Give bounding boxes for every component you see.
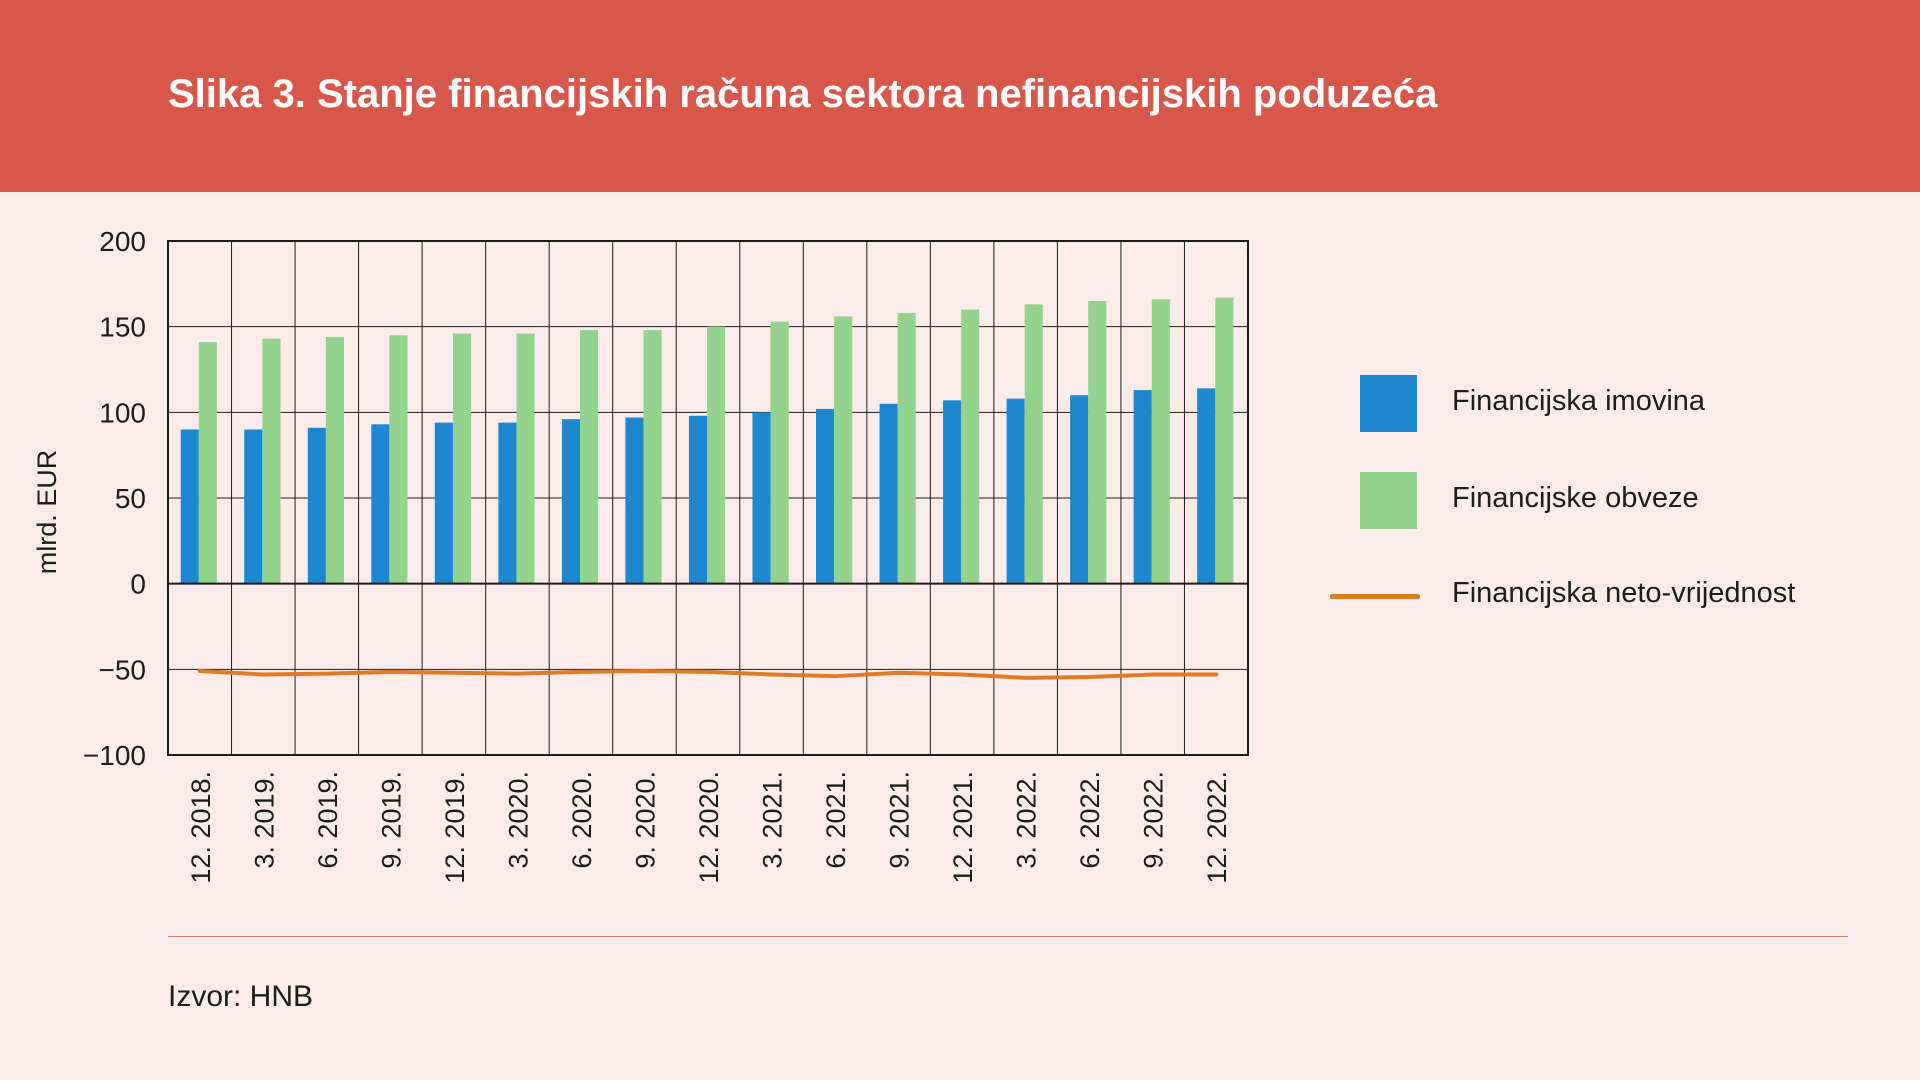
bar-liabilities bbox=[1151, 299, 1170, 584]
bar-assets bbox=[625, 417, 644, 584]
x-tick-label: 6. 2021. bbox=[821, 771, 851, 869]
x-tick-label: 12. 2019. bbox=[440, 771, 470, 884]
plot-border bbox=[167, 240, 1249, 756]
x-tick-label: 12. 2018. bbox=[186, 771, 216, 884]
y-axis-ticks: 200 150 100 50 0 −50 −100 bbox=[83, 226, 146, 771]
bar-liabilities bbox=[770, 321, 789, 584]
x-tick-label: 9. 2022. bbox=[1139, 771, 1169, 869]
line-net-worth bbox=[197, 669, 1219, 680]
chart-title: Slika 3. Stanje financijskih računa sekt… bbox=[168, 72, 1438, 116]
x-tick-label: 6. 2020. bbox=[567, 771, 597, 869]
y-axis-label: mlrd. EUR bbox=[32, 450, 62, 575]
bar-assets bbox=[244, 429, 263, 584]
bar-liabilities bbox=[1215, 297, 1234, 584]
bar-assets bbox=[307, 427, 326, 584]
bar-assets bbox=[943, 400, 962, 584]
x-tick-label: 12. 2020. bbox=[694, 771, 724, 884]
bar-liabilities bbox=[961, 309, 980, 584]
legend-label-net: Financijska neto-vrijednost bbox=[1452, 577, 1796, 609]
x-tick-label: 3. 2022. bbox=[1012, 771, 1042, 869]
title-banner: Slika 3. Stanje financijskih računa sekt… bbox=[0, 0, 1920, 192]
y-tick-label: 50 bbox=[115, 483, 146, 514]
bar-assets bbox=[1006, 398, 1025, 584]
bar-liabilities bbox=[262, 338, 281, 584]
bar-assets bbox=[1070, 395, 1089, 584]
bar-liabilities bbox=[452, 333, 472, 584]
bar-liabilities bbox=[707, 326, 726, 584]
bar-liabilities bbox=[897, 312, 916, 584]
y-tick-label: 200 bbox=[99, 226, 146, 257]
bar-assets bbox=[1133, 390, 1152, 584]
x-tick-label: 12. 2021. bbox=[948, 771, 978, 884]
plot-frame bbox=[167, 240, 1249, 756]
bar-liabilities bbox=[198, 342, 217, 584]
bar-liabilities bbox=[834, 316, 853, 584]
bar-liabilities bbox=[516, 333, 535, 584]
bar-assets bbox=[371, 424, 390, 584]
bar-liabilities bbox=[643, 330, 662, 584]
bar-assets bbox=[688, 415, 708, 584]
x-tick-label: 3. 2020. bbox=[503, 771, 533, 869]
x-tick-label: 3. 2021. bbox=[758, 771, 788, 869]
x-tick-label: 6. 2022. bbox=[1075, 771, 1105, 869]
legend-label-assets: Financijska imovina bbox=[1452, 385, 1706, 417]
y-tick-label: 150 bbox=[99, 312, 146, 343]
y-tick-label: 100 bbox=[99, 397, 146, 428]
x-tick-label: 6. 2019. bbox=[313, 771, 343, 869]
y-tick-label: −100 bbox=[83, 740, 146, 771]
net-line bbox=[197, 669, 1219, 680]
legend-swatch-liabilities bbox=[1360, 472, 1417, 529]
bar-assets bbox=[752, 412, 771, 584]
x-tick-label: 9. 2020. bbox=[630, 771, 660, 869]
bar-assets bbox=[1197, 388, 1216, 584]
x-tick-label: 12. 2022. bbox=[1202, 771, 1232, 884]
bar-assets bbox=[180, 429, 199, 584]
bar-assets bbox=[498, 422, 517, 584]
bar-liabilities bbox=[325, 336, 344, 584]
bar-liabilities bbox=[389, 335, 408, 584]
y-tick-label: 0 bbox=[130, 569, 146, 600]
y-tick-label: −50 bbox=[99, 654, 147, 685]
bar-liabilities bbox=[579, 330, 599, 584]
bar-assets bbox=[816, 408, 835, 584]
bar-liabilities bbox=[1024, 304, 1043, 584]
divider bbox=[168, 936, 1848, 937]
source-note: Izvor: HNB bbox=[168, 980, 314, 1013]
legend-swatch-assets bbox=[1360, 375, 1417, 432]
legend-line-net bbox=[1330, 594, 1420, 599]
x-tick-label: 9. 2021. bbox=[885, 771, 915, 869]
bars bbox=[180, 297, 1234, 584]
chart: 200 150 100 50 0 −50 −100 12. 2018. 3. 2019. 6. … bbox=[32, 226, 1249, 884]
bar-assets bbox=[561, 419, 580, 584]
x-tick-label: 9. 2019. bbox=[376, 771, 406, 869]
x-axis-ticks: 12. 2018. 3. 2019. 6. 2019. 9. 2019. 12. 201… bbox=[186, 771, 1232, 884]
x-tick-label: 3. 2019. bbox=[249, 771, 279, 869]
bar-assets bbox=[879, 403, 898, 584]
bar-liabilities bbox=[1088, 300, 1107, 584]
bar-assets bbox=[434, 422, 453, 584]
legend-label-liabilities: Financijske obveze bbox=[1452, 482, 1699, 514]
